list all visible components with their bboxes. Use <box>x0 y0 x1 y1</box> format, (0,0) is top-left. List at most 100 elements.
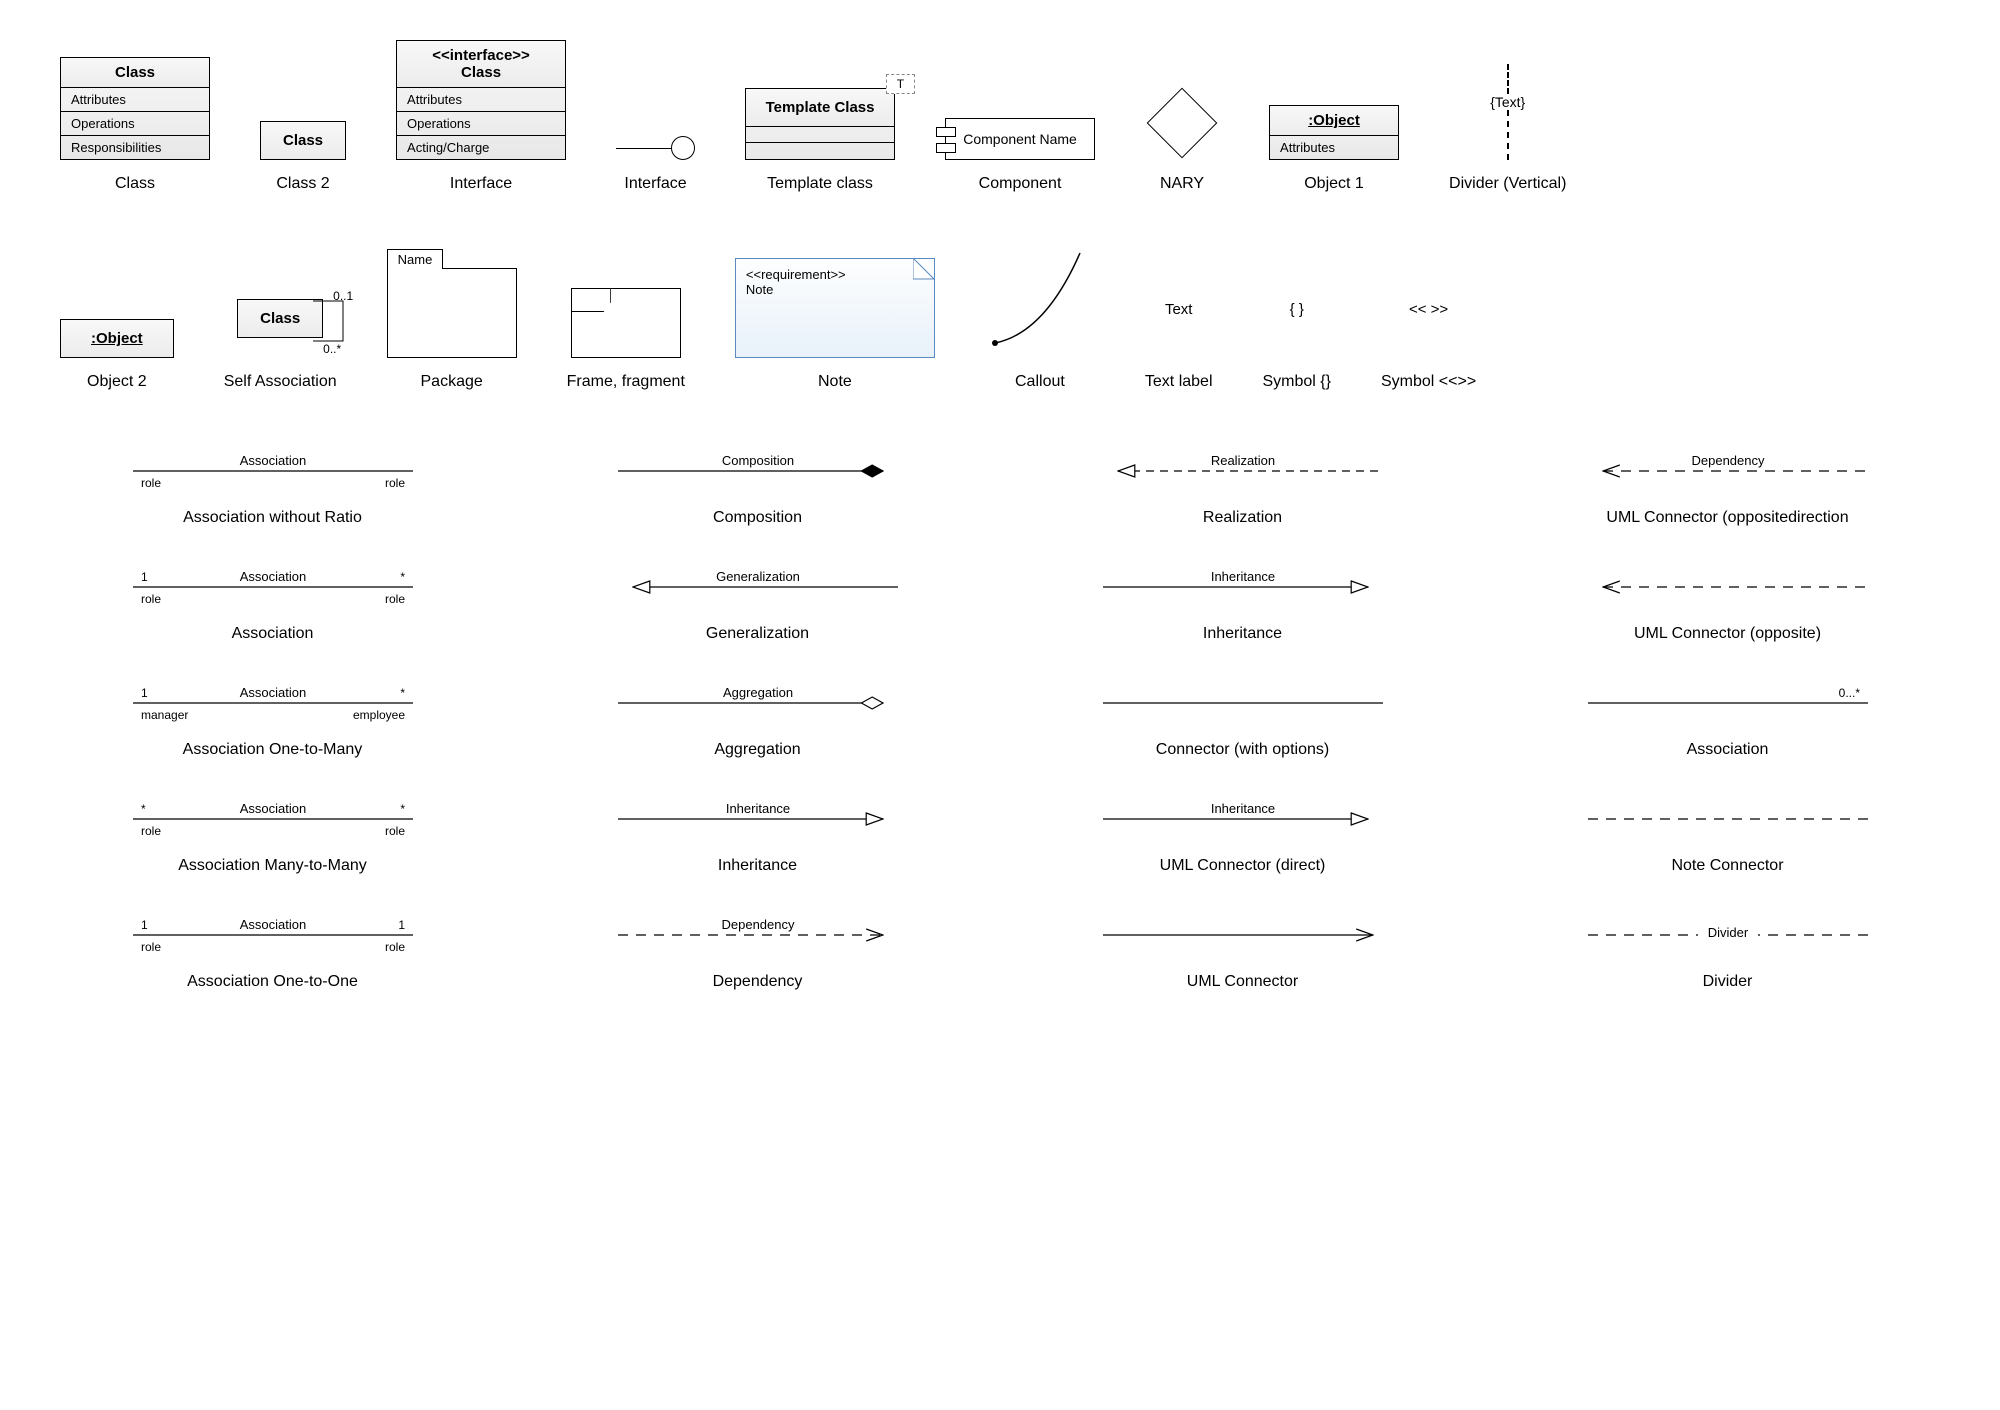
svg-text:Inheritance: Inheritance <box>725 801 789 816</box>
cell-nary: NARY <box>1145 86 1219 193</box>
symbrace-caption: Symbol {} <box>1263 373 1331 391</box>
connector-line-icon: Association1*rolerole <box>123 557 423 617</box>
note-text: Note <box>746 282 924 297</box>
callout-caption: Callout <box>1015 373 1065 391</box>
row-1: Class Attributes Operations Responsibili… <box>60 40 1940 193</box>
nary-caption: NARY <box>1160 175 1204 193</box>
package-caption: Package <box>421 373 483 391</box>
vdivider-text: {Text} <box>1490 94 1525 110</box>
connector-caption: Association One-to-One <box>187 973 358 991</box>
textlabel-text: Text <box>1165 301 1193 318</box>
vdivider-icon: {Text} <box>1490 64 1525 160</box>
frame-box <box>571 288 681 358</box>
connector-4-2: UML Connector <box>1030 905 1455 991</box>
template-tag: T <box>886 74 915 94</box>
cell-textlabel: Text Text label <box>1145 301 1213 391</box>
cell-object1: :Object Attributes Object 1 <box>1269 105 1399 193</box>
connector-line-icon: Aggregation <box>608 673 908 733</box>
svg-text:*: * <box>400 802 405 816</box>
object2-caption: Object 2 <box>87 373 147 391</box>
connector-4-3: Divider Divider <box>1515 905 1940 991</box>
lollipop-icon <box>616 136 695 160</box>
connector-1-1: Generalization Generalization <box>545 557 970 643</box>
connector-caption: Aggregation <box>714 741 800 759</box>
connector-caption: Inheritance <box>718 857 797 875</box>
connector-caption: Connector (with options) <box>1156 741 1329 759</box>
connector-line-icon <box>1093 673 1393 733</box>
connector-2-2: Connector (with options) <box>1030 673 1455 759</box>
callout-icon <box>985 243 1095 358</box>
template-box: T Template Class <box>745 88 895 160</box>
connector-line-icon: Divider <box>1578 905 1878 965</box>
cell-interface: <<interface>> Class Attributes Operation… <box>396 40 566 193</box>
connector-caption: UML Connector (oppositedirection <box>1606 509 1848 527</box>
symbrace-text: { } <box>1290 301 1304 318</box>
connector-caption: Association <box>232 625 314 643</box>
class-ops: Operations <box>61 112 209 136</box>
connector-grid: Association role role Association without … <box>60 441 1940 991</box>
cell-class: Class Attributes Operations Responsibili… <box>60 57 210 193</box>
interface-acting: Acting/Charge <box>397 136 565 159</box>
connector-4-1: Dependency Dependency <box>545 905 970 991</box>
cell-class2: Class Class 2 <box>260 121 346 193</box>
lollipop-caption: Interface <box>624 175 686 193</box>
svg-text:Association: Association <box>239 685 305 700</box>
connector-line-icon: Dependency <box>1578 441 1878 501</box>
connector-1-3: UML Connector (opposite) <box>1515 557 1940 643</box>
connector-caption: Association without Ratio <box>183 509 362 527</box>
svg-text:1: 1 <box>141 918 148 932</box>
cell-selfassoc: Class 0..1 0..* Self Association <box>224 299 337 391</box>
connector-0-2: Realization Realization <box>1030 441 1455 527</box>
connector-caption: Inheritance <box>1203 625 1282 643</box>
connector-caption: UML Connector (opposite) <box>1634 625 1821 643</box>
connector-line-icon: Association1*manageremployee <box>123 673 423 733</box>
connector-line-icon <box>1578 557 1878 617</box>
connector-2-3: 0...* Association <box>1515 673 1940 759</box>
package-tab: Name <box>387 249 444 269</box>
template-sec2 <box>746 143 894 159</box>
lollipop-ball <box>671 136 695 160</box>
cell-template: T Template Class Template class <box>745 88 895 193</box>
object1-title: :Object <box>1270 106 1398 136</box>
connector-line-icon <box>1578 789 1878 849</box>
svg-text:1: 1 <box>398 918 405 932</box>
connector-caption: Generalization <box>706 625 809 643</box>
connector-3-2: Inheritance UML Connector (direct) <box>1030 789 1455 875</box>
svg-text:Association: Association <box>239 453 305 468</box>
svg-text:Generalization: Generalization <box>716 569 800 584</box>
component-box: Component Name <box>945 118 1095 160</box>
cell-package: Name Package <box>387 268 517 391</box>
object2-box: :Object <box>60 319 174 358</box>
note-stereotype: <<requirement>> <box>746 267 924 282</box>
svg-text:manager: manager <box>141 708 188 722</box>
selfassoc-line-icon <box>313 291 357 351</box>
svg-text:role: role <box>384 940 404 954</box>
frame-corner-icon <box>571 288 611 312</box>
lollipop-stem <box>616 148 671 149</box>
connector-line-icon: Generalization <box>608 557 908 617</box>
svg-text:role: role <box>384 476 404 490</box>
interface-title: <<interface>> Class <box>397 41 565 88</box>
svg-text:Aggregation: Aggregation <box>722 685 792 700</box>
connector-caption: Association One-to-Many <box>183 741 363 759</box>
component-caption: Component <box>979 175 1062 193</box>
class-attrs: Attributes <box>61 88 209 112</box>
symangle-text: << >> <box>1409 301 1448 318</box>
connector-caption: Association <box>1687 741 1769 759</box>
class-caption: Class <box>115 175 155 193</box>
connector-1-2: Inheritance Inheritance <box>1030 557 1455 643</box>
selfassoc-caption: Self Association <box>224 373 337 391</box>
connector-caption: Association Many-to-Many <box>178 857 367 875</box>
template-sec1 <box>746 127 894 143</box>
object1-caption: Object 1 <box>1304 175 1364 193</box>
connector-caption: Dependency <box>713 973 803 991</box>
connector-line-icon: Association**rolerole <box>123 789 423 849</box>
textlabel-caption: Text label <box>1145 373 1213 391</box>
svg-text:role: role <box>141 476 161 490</box>
cell-note: <<requirement>> Note Note <box>735 258 935 391</box>
svg-text:role: role <box>141 940 161 954</box>
connector-line-icon: Association role role <box>123 441 423 501</box>
object1-box: :Object Attributes <box>1269 105 1399 160</box>
svg-text:role: role <box>384 592 404 606</box>
svg-text:Association: Association <box>239 569 305 584</box>
